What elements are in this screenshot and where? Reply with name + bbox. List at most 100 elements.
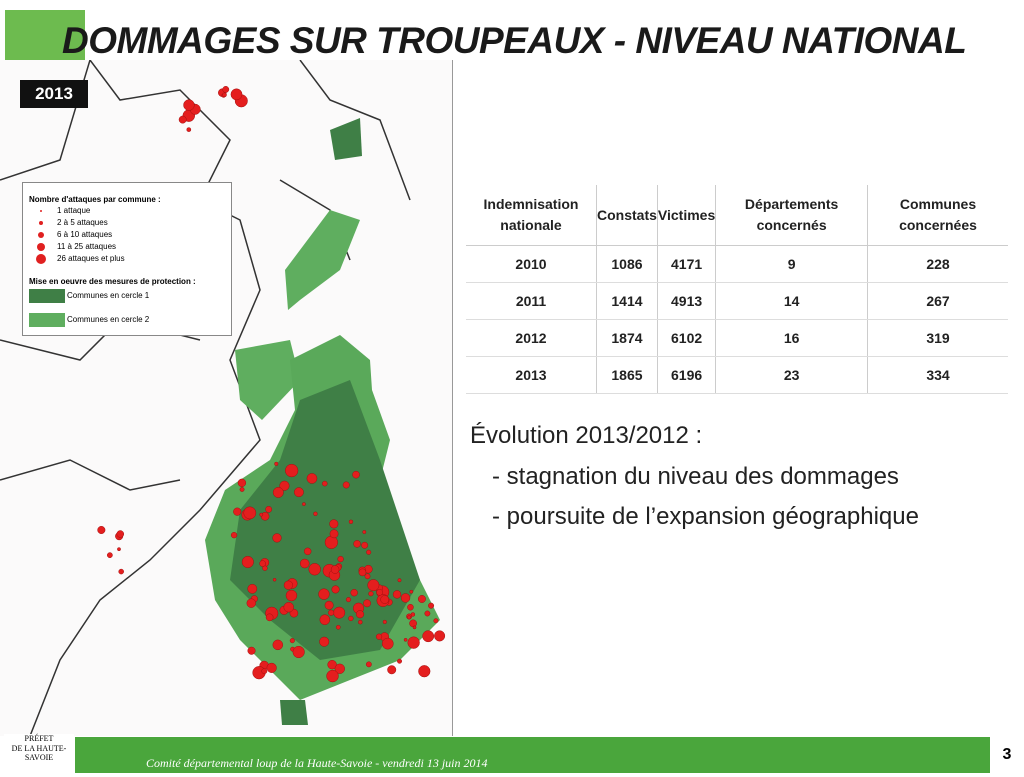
attack-dot bbox=[387, 665, 397, 675]
attack-dot bbox=[274, 461, 279, 466]
attack-dot bbox=[285, 463, 299, 478]
legend-item: Communes en cercle 2 bbox=[67, 315, 150, 324]
attack-dot bbox=[313, 511, 318, 516]
legend-dot bbox=[39, 221, 43, 225]
attack-dot bbox=[241, 555, 254, 568]
table-cell: 2012 bbox=[466, 319, 597, 357]
legend-dot bbox=[40, 210, 42, 212]
slide-title: DOMMAGES SUR TROUPEAUX - NIVEAU NATIONAL bbox=[62, 20, 967, 61]
attack-dot bbox=[266, 662, 277, 673]
attack-dot bbox=[376, 588, 384, 596]
attack-dot bbox=[335, 624, 341, 630]
attack-dot bbox=[285, 589, 298, 602]
attack-dot bbox=[299, 558, 310, 569]
evolution-title: Évolution 2013/2012 : bbox=[470, 422, 703, 449]
table-cell: 4913 bbox=[656, 282, 716, 320]
attack-dot bbox=[292, 645, 305, 659]
attack-dot bbox=[324, 535, 338, 549]
attack-dot bbox=[382, 619, 387, 624]
corner-accent bbox=[5, 10, 85, 62]
attack-dot bbox=[337, 555, 344, 563]
attack-dot bbox=[329, 519, 339, 529]
prefet-logo: PRÉFET DE LA HAUTE-SAVOIE bbox=[4, 734, 74, 774]
attack-dot bbox=[366, 549, 372, 555]
table-cell: 4171 bbox=[656, 245, 716, 283]
attack-dot bbox=[97, 525, 106, 535]
legend-dot bbox=[38, 232, 44, 238]
attack-dot bbox=[400, 593, 411, 603]
table-cell: 2013 bbox=[466, 356, 597, 394]
legend-dot bbox=[37, 243, 45, 251]
attack-dot bbox=[272, 533, 282, 543]
map bbox=[0, 60, 452, 736]
table-row: 2012 1874 6102 16 319 bbox=[466, 319, 1008, 357]
table-cell: 14 bbox=[715, 282, 868, 320]
attack-dot bbox=[289, 638, 295, 644]
attack-dot bbox=[342, 481, 350, 489]
attack-dot bbox=[333, 606, 346, 619]
attack-dot bbox=[358, 568, 367, 577]
attack-dot bbox=[294, 487, 304, 498]
attack-dot bbox=[358, 619, 363, 625]
header-cell: Victimes bbox=[656, 185, 716, 246]
attack-dot bbox=[352, 470, 360, 479]
prefet-line: PRÉFET bbox=[24, 734, 54, 743]
attack-dot bbox=[375, 633, 383, 640]
attack-dot bbox=[261, 668, 268, 675]
attack-dot bbox=[302, 502, 306, 506]
table-cell: 2010 bbox=[466, 245, 597, 283]
attack-dot bbox=[348, 519, 354, 524]
attack-dot bbox=[283, 580, 293, 590]
attack-dot bbox=[326, 669, 339, 683]
table-cell: 1865 bbox=[596, 356, 658, 394]
bullet: - stagnation du niveau des dommages bbox=[492, 463, 899, 490]
attack-dot bbox=[409, 589, 414, 594]
attack-dot bbox=[418, 665, 431, 678]
attack-dot bbox=[392, 590, 402, 599]
cercle1-area bbox=[330, 118, 362, 160]
legend-item: 1 attaque bbox=[57, 206, 91, 215]
attack-dot bbox=[409, 619, 417, 628]
legend-title: Mise en oeuvre des mesures de protection… bbox=[29, 277, 196, 286]
attack-dot bbox=[308, 563, 321, 576]
attack-dot bbox=[259, 512, 264, 517]
bullet: - poursuite de l’expansion géographique bbox=[492, 503, 919, 530]
attack-dot bbox=[433, 618, 439, 624]
attack-dot bbox=[407, 603, 414, 611]
attack-dot bbox=[350, 589, 358, 597]
table-cell: 6196 bbox=[656, 356, 716, 394]
attack-dot bbox=[328, 609, 335, 616]
legend-dot bbox=[36, 254, 46, 264]
legend-item: 11 à 25 attaques bbox=[57, 242, 117, 251]
page-number: 3 bbox=[1002, 746, 1012, 763]
attack-dot bbox=[364, 573, 371, 580]
table-row: 2010 1086 4171 9 228 bbox=[466, 245, 1008, 283]
attack-dot bbox=[331, 585, 340, 594]
attack-dot bbox=[334, 663, 345, 674]
attack-dot bbox=[230, 532, 238, 539]
cercle2-area bbox=[285, 210, 360, 310]
table-row: 2011 1414 4913 14 267 bbox=[466, 282, 1008, 320]
attack-dot bbox=[283, 602, 294, 613]
attack-dot bbox=[381, 637, 394, 650]
attack-dot bbox=[330, 565, 340, 574]
footer-bar bbox=[75, 737, 990, 773]
footer-text: Comité départemental loup de la Haute-Sa… bbox=[146, 756, 488, 770]
table-cell: 1874 bbox=[596, 319, 658, 357]
attack-dot bbox=[230, 88, 243, 101]
table-cell: 319 bbox=[866, 319, 1008, 357]
attack-dot bbox=[422, 630, 435, 643]
attack-dot bbox=[324, 600, 334, 610]
attack-dot bbox=[272, 639, 284, 651]
legend-item: Communes en cercle 1 bbox=[67, 291, 150, 300]
attack-dot bbox=[259, 560, 266, 567]
attack-dot bbox=[247, 583, 258, 594]
attack-dot bbox=[397, 578, 402, 583]
table-cell: 334 bbox=[866, 356, 1008, 394]
attack-dot bbox=[239, 487, 245, 492]
table-cell: 16 bbox=[715, 319, 868, 357]
attack-dot bbox=[412, 625, 417, 630]
table-cell: 9 bbox=[715, 245, 868, 283]
header-cell: Communes concernées bbox=[866, 185, 1008, 246]
